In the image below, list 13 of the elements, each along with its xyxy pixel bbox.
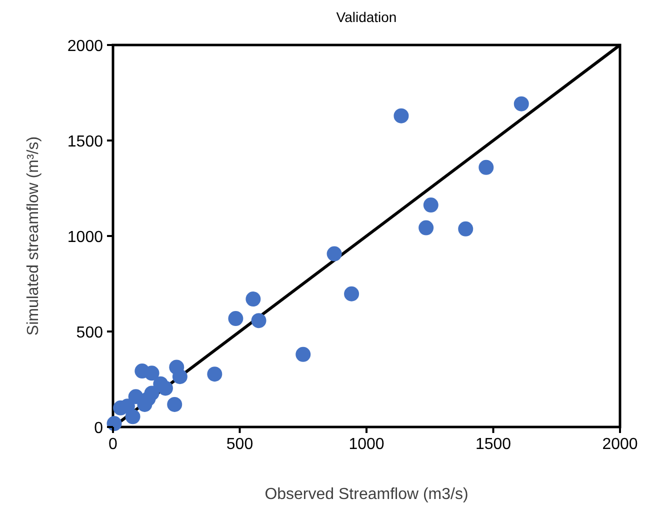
chart-title: Validation <box>336 9 397 25</box>
y-tick-label: 1000 <box>67 229 104 246</box>
x-tick-label: 500 <box>226 436 254 453</box>
x-tick-label: 1500 <box>475 436 512 453</box>
x-tick-label: 1000 <box>348 436 384 453</box>
y-tick-label: 500 <box>76 324 104 342</box>
y-tick-label: 2000 <box>67 38 104 55</box>
y-tick-label: 1500 <box>67 134 104 150</box>
x-axis-title: Observed Streamflow (m3/s) <box>264 486 468 503</box>
x-tick-label: 0 <box>108 436 118 453</box>
y-axis-title: Simulated streamflow (m³/s) <box>25 136 42 336</box>
x-tick-label: 2000 <box>602 436 638 453</box>
y-tick-label: 0 <box>94 420 104 437</box>
